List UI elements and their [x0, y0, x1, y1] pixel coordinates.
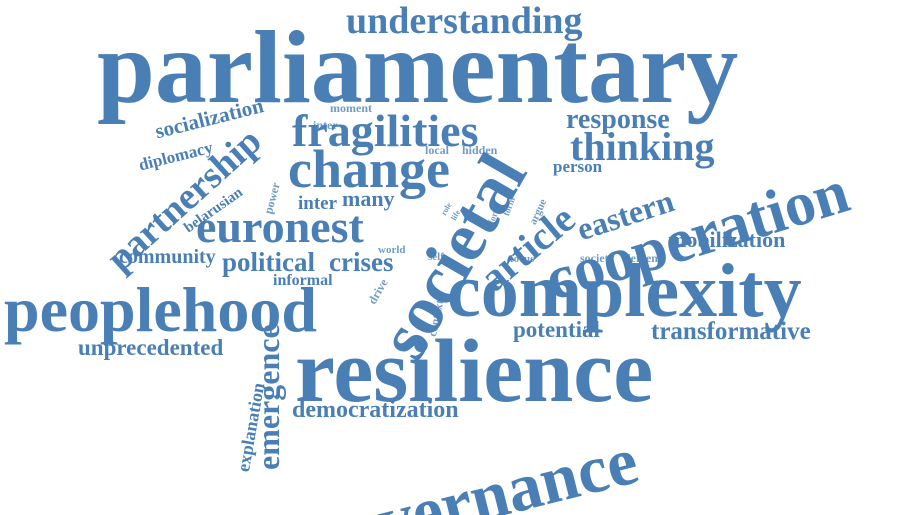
word-moment: moment [330, 101, 372, 115]
word-parliamentary: parliamentary [97, 10, 739, 125]
word-hidden: hidden [462, 143, 498, 157]
word-local: local [425, 143, 449, 157]
word-person: person [553, 157, 603, 176]
word-peoplehood: peoplehood [4, 274, 317, 345]
word-world: world [378, 244, 406, 256]
word-understanding: understanding [346, 0, 583, 42]
word-democratization: democratization [292, 397, 459, 423]
word-inter: inter [298, 193, 338, 214]
word-mobilization: mobilization [668, 227, 786, 252]
word-transformative: transformative [651, 318, 811, 345]
word-response: response [566, 104, 670, 135]
word-inter-top: inter [313, 118, 338, 132]
word-focus: focus [510, 253, 535, 265]
word-euronest: euronest [196, 201, 364, 252]
word-thinking: thinking [570, 124, 715, 169]
word-crises: crises [329, 247, 394, 277]
word-unprecedented: unprecedented [78, 335, 224, 360]
word-resilience: resilience [295, 322, 654, 421]
word-informal: informal [273, 272, 333, 289]
word-political: political [222, 247, 315, 277]
word-change: change [288, 139, 450, 199]
word-complexity: complexity [447, 249, 802, 333]
word-self: self [428, 251, 444, 263]
word-element: element [622, 251, 662, 265]
word-society: society [580, 251, 615, 265]
word-many: many [342, 186, 395, 211]
word-community: community [119, 246, 216, 268]
word-potential: potential [513, 317, 600, 342]
word-governance: governance [304, 421, 645, 515]
word-fragilities: fragilities [292, 105, 479, 156]
